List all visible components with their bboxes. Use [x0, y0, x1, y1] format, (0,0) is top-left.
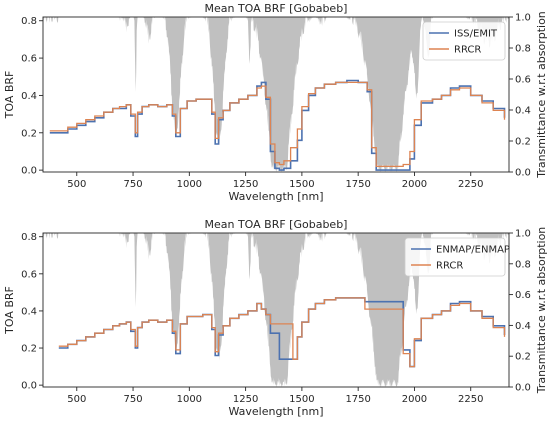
y2-axis-label: Transmittance w.r.t absorption: [535, 11, 548, 179]
transmittance-area: [43, 233, 509, 387]
xtick-label: 1250: [233, 394, 258, 405]
xtick-label: 1500: [289, 179, 314, 190]
chart-panel-1: 0.0 0.2 0.4 0.6 0.8 0.0 0.2 0.4 0.6 0.8 1.0 500 750 1…: [3, 2, 548, 203]
xtick-label: 2000: [402, 394, 427, 405]
y-axis-label: TOA BRF: [3, 286, 16, 335]
y2tick-label: 0.8: [515, 44, 531, 55]
y2tick-label: 0.2: [515, 352, 531, 363]
xtick-label: 750: [124, 179, 143, 190]
xtick-label: 2250: [458, 394, 483, 405]
y2tick-label: 0.2: [515, 137, 531, 148]
y2tick-label: 0.4: [515, 106, 531, 117]
legend-box: [404, 237, 506, 277]
xtick-label: 1000: [177, 394, 202, 405]
legend: ISS/EMIT RRCR: [422, 21, 506, 61]
legend-label-2: RRCR: [436, 261, 463, 272]
ytick-label: 0.8: [21, 232, 37, 243]
ytick-label: 0.2: [21, 344, 37, 355]
legend-label-1: ISS/EMIT: [454, 29, 498, 40]
plot-frame: [42, 16, 510, 173]
ytick-label: 0.0: [21, 381, 37, 392]
y2tick-label: 0.0: [515, 168, 531, 179]
ytick-label: 0.4: [21, 91, 37, 102]
xtick-label: 500: [67, 394, 86, 405]
legend-label-1: ENMAP/ENMAP: [436, 245, 510, 256]
legend-box: [422, 21, 506, 61]
ytick-label: 0.8: [21, 16, 37, 27]
y2tick-label: 0.0: [515, 383, 531, 394]
ytick-label: 0.0: [21, 166, 37, 177]
x-axis-label: Wavelength [nm]: [228, 190, 323, 203]
y2tick-label: 1.0: [515, 13, 531, 24]
xtick-label: 2000: [402, 179, 427, 190]
y2tick-label: 0.8: [515, 259, 531, 270]
x-axis-label: Wavelength [nm]: [228, 405, 323, 418]
ytick-label: 0.6: [21, 54, 37, 65]
xtick-label: 750: [124, 394, 143, 405]
legend-label-2: RRCR: [454, 45, 481, 56]
y2-axis-label: Transmittance w.r.t absorption: [535, 227, 548, 395]
xtick-label: 1250: [233, 179, 258, 190]
ytick-label: 0.2: [21, 128, 37, 139]
y-axis-label: TOA BRF: [3, 71, 16, 120]
chart-title: Mean TOA BRF [Gobabeb]: [205, 2, 348, 15]
xtick-label: 500: [67, 179, 86, 190]
ytick-label: 0.6: [21, 269, 37, 280]
series-line-2: [58, 297, 506, 368]
xtick-label: 1500: [289, 394, 314, 405]
y2tick-label: 0.4: [515, 321, 531, 332]
plot-frame: [42, 232, 510, 388]
y2tick-label: 0.6: [515, 290, 531, 301]
legend: ENMAP/ENMAP RRCR: [404, 237, 510, 277]
xtick-label: 2250: [458, 179, 483, 190]
xtick-label: 1750: [345, 179, 370, 190]
ytick-label: 0.4: [21, 306, 37, 317]
xtick-label: 1000: [177, 179, 202, 190]
chart-title: Mean TOA BRF [Gobabeb]: [205, 218, 348, 231]
y2tick-label: 0.6: [515, 75, 531, 86]
xtick-label: 1750: [345, 394, 370, 405]
series-line-2: [49, 81, 506, 168]
y2tick-label: 1.0: [515, 229, 531, 240]
transmittance-area: [43, 17, 509, 172]
chart-panel-2: 0.0 0.2 0.4 0.6 0.8 0.0 0.2 0.4 0.6 0.8 1.0 500 750 1…: [3, 218, 548, 418]
